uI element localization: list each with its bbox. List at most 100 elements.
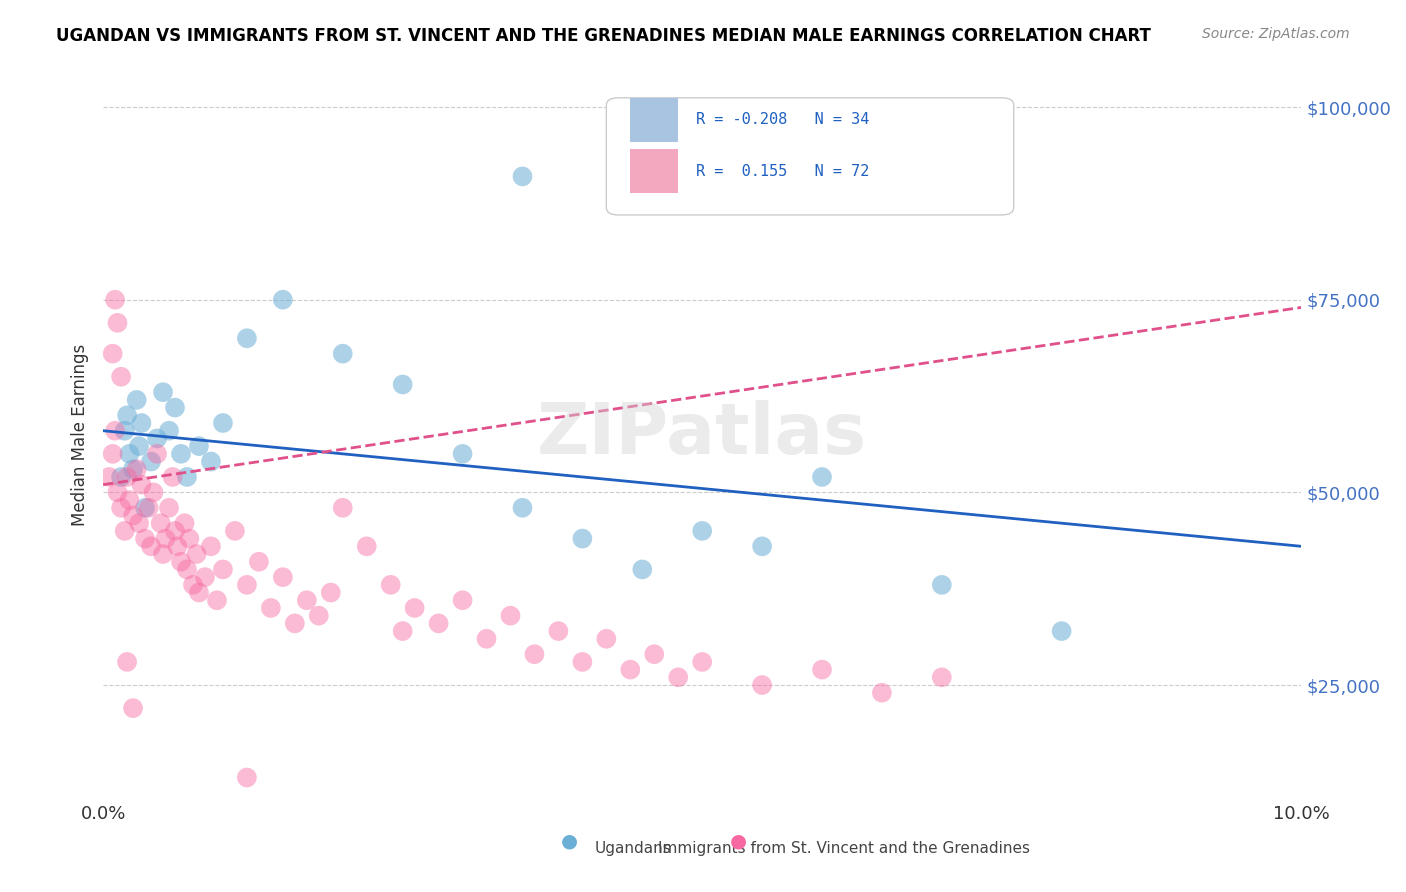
Point: [104, 293, 127, 307]
Point: [163, 524, 186, 538]
Point: [451, 447, 474, 461]
Point: [404, 601, 426, 615]
Point: [125, 462, 148, 476]
Point: [114, 524, 136, 538]
Point: [666, 670, 689, 684]
Point: [104, 424, 127, 438]
Point: [690, 524, 713, 538]
Text: Ugandans: Ugandans: [595, 841, 671, 856]
Point: [131, 416, 153, 430]
Point: [176, 470, 198, 484]
Point: [224, 524, 246, 538]
Point: [110, 369, 132, 384]
Point: [157, 424, 180, 438]
Point: [512, 500, 534, 515]
Point: [751, 678, 773, 692]
Point: [114, 424, 136, 438]
Point: [173, 516, 195, 531]
Point: [122, 462, 145, 476]
Point: [380, 578, 402, 592]
Point: [138, 500, 160, 515]
Point: [110, 500, 132, 515]
Point: [931, 670, 953, 684]
Point: [115, 655, 138, 669]
Point: [499, 608, 522, 623]
Text: ●: ●: [730, 831, 747, 850]
Point: [547, 624, 569, 638]
Point: [236, 771, 259, 785]
Point: [98, 470, 121, 484]
Point: [128, 516, 150, 531]
Point: [205, 593, 228, 607]
Point: [200, 454, 222, 468]
Point: [157, 500, 180, 515]
Point: [571, 532, 593, 546]
Point: [356, 539, 378, 553]
Point: [186, 547, 208, 561]
Point: [131, 477, 153, 491]
Point: [295, 593, 318, 607]
Point: [212, 416, 235, 430]
Point: [170, 555, 193, 569]
Point: [619, 663, 641, 677]
Point: [181, 578, 204, 592]
Point: [236, 331, 259, 345]
Point: [200, 539, 222, 553]
Point: [811, 470, 834, 484]
Point: [427, 616, 450, 631]
Y-axis label: Median Male Earnings: Median Male Earnings: [72, 343, 89, 525]
Text: ZIPatlas: ZIPatlas: [537, 401, 868, 469]
Point: [391, 377, 413, 392]
Text: R =  0.155   N = 72: R = 0.155 N = 72: [696, 163, 869, 178]
Point: [149, 516, 172, 531]
Point: [134, 500, 156, 515]
Point: [118, 447, 141, 461]
Point: [811, 663, 834, 677]
Point: [271, 570, 294, 584]
Point: [155, 532, 177, 546]
Point: [212, 562, 235, 576]
Point: [107, 316, 129, 330]
Point: [194, 570, 217, 584]
Text: Immigrants from St. Vincent and the Grenadines: Immigrants from St. Vincent and the Gren…: [658, 841, 1029, 856]
Point: [523, 647, 546, 661]
Point: [125, 392, 148, 407]
Point: [139, 454, 162, 468]
Point: [115, 409, 138, 423]
Point: [122, 701, 145, 715]
Point: [166, 539, 188, 553]
Point: [1050, 624, 1073, 638]
Point: [188, 439, 211, 453]
Point: [451, 593, 474, 607]
Point: [284, 616, 307, 631]
Point: [643, 647, 665, 661]
Point: [751, 539, 773, 553]
Point: [115, 470, 138, 484]
Point: [146, 447, 169, 461]
Point: [247, 555, 270, 569]
Point: [319, 585, 342, 599]
Point: [332, 500, 354, 515]
FancyBboxPatch shape: [630, 149, 678, 193]
Point: [931, 578, 953, 592]
Point: [152, 547, 174, 561]
Point: [870, 686, 893, 700]
Point: [236, 578, 259, 592]
Point: [308, 608, 330, 623]
Text: R = -0.208   N = 34: R = -0.208 N = 34: [696, 112, 869, 128]
FancyBboxPatch shape: [630, 98, 678, 142]
Point: [595, 632, 617, 646]
Point: [271, 293, 294, 307]
Point: [163, 401, 186, 415]
Point: [475, 632, 498, 646]
Point: [152, 385, 174, 400]
Point: [170, 447, 193, 461]
Point: [162, 470, 184, 484]
FancyBboxPatch shape: [606, 98, 1014, 215]
Point: [146, 432, 169, 446]
Point: [101, 346, 124, 360]
Point: [107, 485, 129, 500]
Point: [128, 439, 150, 453]
Point: [571, 655, 593, 669]
Point: [142, 485, 165, 500]
